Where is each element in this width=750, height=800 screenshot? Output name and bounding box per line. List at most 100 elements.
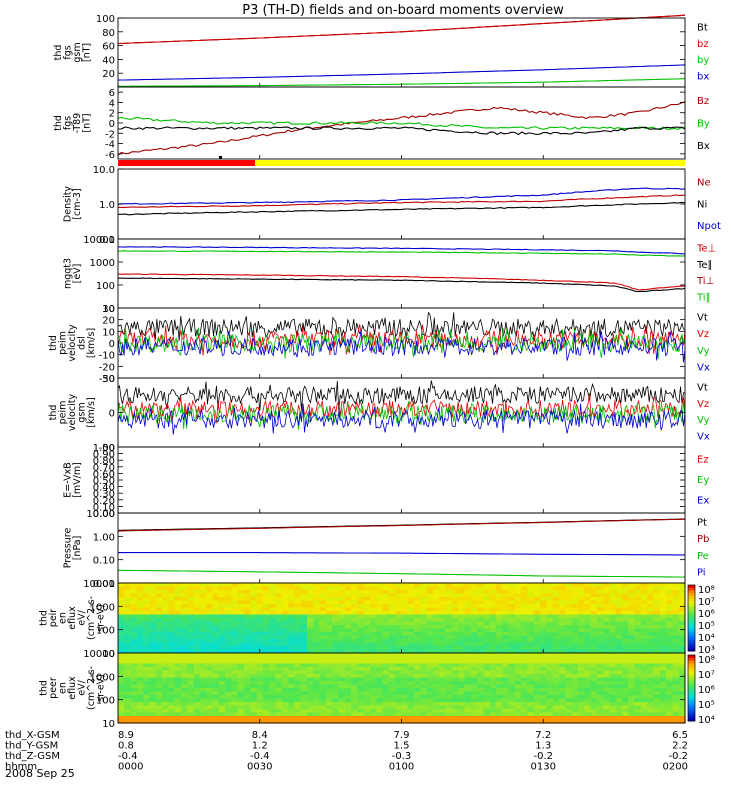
spectrogram-cell: [659, 684, 667, 689]
spectrogram-cell: [382, 660, 390, 665]
spectrogram-cell: [332, 646, 340, 651]
spectrogram-cell: [118, 681, 125, 686]
spectrogram-cell: [596, 625, 604, 630]
spectrogram-cell: [640, 684, 648, 689]
spectrogram-cell: [199, 632, 207, 637]
spectrogram-cell: [206, 712, 214, 717]
spectrogram-cell: [678, 611, 686, 616]
spectrogram-cell: [357, 600, 365, 605]
spectrogram-cell: [483, 646, 491, 651]
spectrogram-cell: [319, 642, 327, 647]
spectrogram-cell: [294, 677, 302, 682]
spectrogram-cell: [143, 684, 151, 689]
spectrogram-cell: [155, 649, 163, 654]
spectrogram-cell: [521, 674, 529, 679]
spectrogram-cell: [174, 684, 182, 689]
spectrogram-cell: [225, 646, 232, 651]
spectrogram-cell: [451, 709, 459, 714]
spectrogram-cell: [426, 635, 434, 640]
spectrogram-cell: [307, 628, 314, 633]
spectrogram-cell: [136, 684, 144, 689]
spectrogram-cell: [647, 625, 655, 630]
spectrogram-cell: [124, 628, 132, 633]
spectrogram-cell: [244, 695, 251, 700]
spectrogram-cell: [250, 614, 258, 619]
spectrogram-cell: [237, 593, 245, 598]
spectrogram-cell: [596, 660, 604, 665]
spectrogram-cell: [143, 614, 151, 619]
spectrogram-cell: [508, 719, 516, 724]
y-tick-label: 1.0: [99, 200, 115, 211]
spectrogram-cell: [565, 597, 573, 602]
spectrogram-cell: [527, 649, 535, 654]
spectrogram-cell: [634, 702, 642, 707]
spectrogram-cell: [363, 628, 371, 633]
spectrogram-cell: [552, 639, 560, 644]
spectrogram-cell: [300, 674, 308, 679]
spectrogram-cell: [124, 625, 132, 630]
spectrogram-cell: [338, 716, 346, 721]
spectrogram-cell: [212, 719, 220, 724]
y-axis-label-line: -T89: [72, 113, 83, 133]
spectrogram-cell: [275, 677, 283, 682]
spectrogram-cell: [552, 611, 560, 616]
spectrogram-cell: [653, 719, 661, 724]
spectrogram-cell: [363, 625, 371, 630]
spectrogram-cell: [603, 625, 610, 630]
spectrogram-cell: [527, 670, 535, 675]
spectrogram-cell: [149, 649, 157, 654]
spectrogram-cell: [514, 716, 522, 721]
spectrogram-cell: [357, 656, 365, 661]
spectrogram-cell: [338, 709, 346, 714]
spectrogram-cell: [552, 653, 560, 658]
spectrogram-cell: [451, 663, 459, 668]
spectrogram-cell: [395, 691, 403, 696]
spectrogram-cell: [489, 593, 497, 598]
spectrogram-cell: [521, 635, 529, 640]
spectrogram-cell: [332, 639, 340, 644]
spectrogram-cell: [477, 614, 484, 619]
spectrogram-cell: [256, 695, 264, 700]
spectrogram-cell: [344, 593, 352, 598]
spectrogram-cell: [344, 705, 352, 710]
spectrogram-cell: [565, 705, 573, 710]
colorbar-segment: [688, 609, 695, 613]
spectrogram-cell: [527, 663, 535, 668]
spectrogram-cell: [565, 670, 573, 675]
spectrogram-cell: [496, 639, 503, 644]
spectrogram-cell: [622, 712, 629, 717]
spectrogram-cell: [155, 691, 163, 696]
spectrogram-cell: [552, 667, 560, 672]
spectrogram-cell: [407, 604, 415, 609]
spectrogram-cell: [338, 600, 346, 605]
spectrogram-cell: [451, 625, 459, 630]
spectrogram-cell: [155, 698, 163, 703]
spectrogram-cell: [388, 684, 396, 689]
spectrogram-cell: [307, 684, 314, 689]
spectrogram-cell: [622, 663, 629, 668]
spectrogram-cell: [388, 614, 396, 619]
spectrogram-cell: [477, 656, 484, 661]
spectrogram-cell: [414, 635, 421, 640]
spectrogram-cell: [496, 684, 503, 689]
spectrogram-cell: [149, 670, 157, 675]
spectrogram-cell: [414, 670, 421, 675]
spectrogram-cell: [603, 663, 610, 668]
spectrogram-cell: [168, 698, 176, 703]
spectrogram-cell: [363, 600, 371, 605]
spectrogram-cell: [445, 663, 453, 668]
spectrogram-cell: [433, 691, 440, 696]
spectrogram-cell: [231, 628, 239, 633]
spectrogram-cell: [206, 674, 214, 679]
spectrogram-cell: [508, 649, 516, 654]
spectrogram-cell: [187, 607, 195, 612]
spectrogram-cell: [199, 646, 207, 651]
spectrogram-cell: [382, 691, 390, 696]
spectrogram-cell: [269, 600, 277, 605]
spectrogram-cell: [388, 632, 396, 637]
spectrogram-cell: [344, 628, 352, 633]
spectrogram-cell: [225, 649, 232, 654]
spectrogram-cell: [262, 716, 270, 721]
spectrogram-cell: [351, 709, 358, 714]
spectrogram-cell: [666, 639, 673, 644]
